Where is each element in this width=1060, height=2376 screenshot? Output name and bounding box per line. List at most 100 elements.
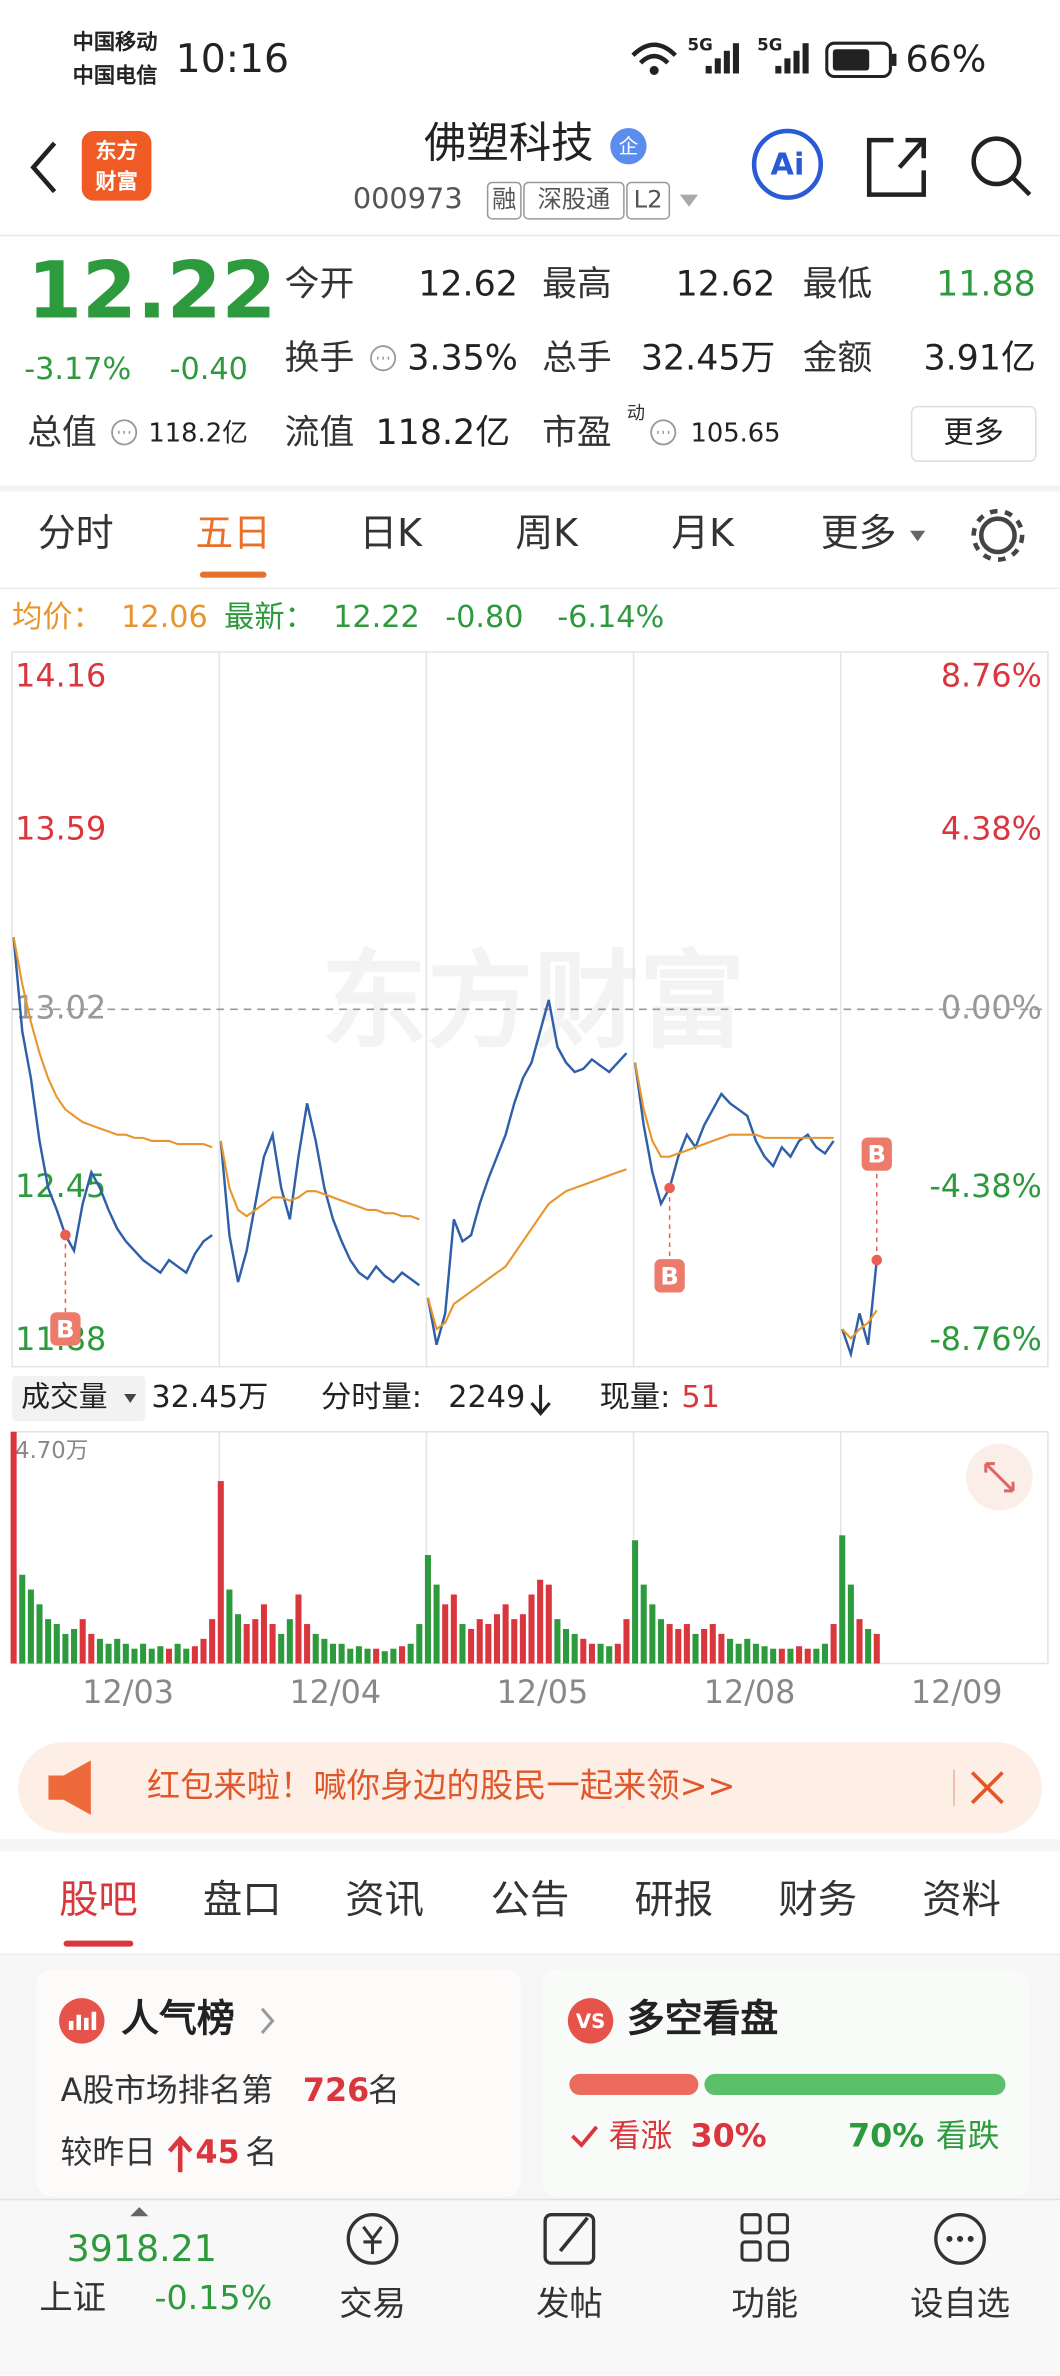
nav-label[interactable]: 功能 xyxy=(731,2284,798,2323)
volume-bar xyxy=(433,1584,440,1664)
search-button[interactable] xyxy=(971,136,1022,187)
sentiment-bar xyxy=(704,2073,1006,2096)
volume-bar xyxy=(200,1638,207,1664)
carrier: 中国电信 xyxy=(73,63,158,88)
nav-label[interactable]: 发帖 xyxy=(536,2284,603,2323)
volume-bar xyxy=(19,1574,26,1664)
settings-button[interactable] xyxy=(978,516,1017,555)
field-value: 118.2亿 xyxy=(376,413,510,453)
volume-bar xyxy=(209,1619,216,1664)
now-volume-label: 现量: xyxy=(600,1380,671,1415)
chart-tab[interactable]: 日K xyxy=(359,511,423,555)
marker-box xyxy=(861,1137,892,1171)
tab[interactable]: 资料 xyxy=(922,1877,1001,1923)
volume-bar xyxy=(718,1633,725,1664)
volume-bar xyxy=(770,1648,777,1664)
tab[interactable]: 资讯 xyxy=(345,1877,424,1923)
y2-tick-label: 0.00% xyxy=(941,989,1042,1026)
chart-tab[interactable]: 五日 xyxy=(195,511,271,555)
expand-icon xyxy=(984,1462,1015,1493)
volume-bar xyxy=(96,1638,103,1664)
badge xyxy=(610,128,647,165)
x-tick-label: 12/08 xyxy=(704,1674,796,1711)
card-icon xyxy=(68,2011,97,2030)
nav-icon xyxy=(543,2213,596,2265)
volume-bar xyxy=(390,1648,397,1664)
close-button[interactable] xyxy=(970,1771,1004,1805)
dropdown[interactable] xyxy=(679,194,699,207)
volume-bar xyxy=(519,1614,526,1664)
signal-bar xyxy=(723,50,730,74)
tab[interactable]: 股吧 xyxy=(59,1877,138,1923)
banner[interactable] xyxy=(18,1742,1042,1834)
battery-icon xyxy=(825,41,892,79)
bull-label: 看涨 xyxy=(609,2117,673,2154)
card-icon xyxy=(567,1998,614,2044)
ai-button[interactable] xyxy=(751,128,824,200)
volume-bar xyxy=(468,1628,475,1664)
volume-bar xyxy=(502,1604,509,1664)
logo xyxy=(81,131,152,201)
back-button[interactable] xyxy=(30,141,57,194)
tab[interactable]: 公告 xyxy=(491,1877,570,1923)
signal-bar xyxy=(793,50,800,74)
volume-bar xyxy=(571,1633,578,1664)
tag-text: 融 xyxy=(492,186,516,214)
chart-tab[interactable]: 周K xyxy=(515,511,579,555)
nav-icon xyxy=(740,2213,762,2235)
volume-bar xyxy=(321,1638,328,1664)
volume-bar xyxy=(10,1431,17,1664)
card-text: 名 xyxy=(245,2134,277,2171)
volume-bar xyxy=(657,1619,665,1664)
y-tick-label: 13.02 xyxy=(15,989,106,1026)
volume-bar xyxy=(424,1555,431,1664)
volume-bar xyxy=(442,1604,449,1664)
marker-text: B xyxy=(660,1262,678,1290)
more-button[interactable] xyxy=(910,405,1037,462)
bottom-nav xyxy=(0,2199,1060,2376)
volume-bar xyxy=(105,1643,112,1664)
volume-bar xyxy=(381,1651,388,1664)
tab[interactable]: 盘口 xyxy=(203,1877,282,1923)
volume-bar xyxy=(260,1604,267,1664)
average-line xyxy=(12,937,878,1341)
volume-bar xyxy=(614,1643,621,1664)
volume-bar xyxy=(304,1624,311,1664)
volume-bar xyxy=(623,1619,630,1664)
volume-bar xyxy=(286,1619,293,1664)
chart-tab[interactable]: 月K xyxy=(671,511,735,555)
field-label: 总值 xyxy=(27,413,97,453)
chart-tab[interactable]: 分时 xyxy=(38,511,114,555)
card[interactable] xyxy=(36,1969,521,2197)
carrier: 中国移动 xyxy=(73,29,158,54)
tab[interactable]: 研报 xyxy=(634,1877,713,1923)
price-line xyxy=(12,937,878,1359)
card-text: 较昨日 xyxy=(61,2134,156,2171)
volume-bar xyxy=(27,1589,34,1664)
volume-bar xyxy=(217,1481,224,1664)
nav-label[interactable]: 交易 xyxy=(339,2284,406,2323)
volume-bar xyxy=(373,1648,380,1664)
watermark: 东方财富 xyxy=(321,940,745,1063)
tab-underline xyxy=(199,571,267,578)
nav-label[interactable]: 设自选 xyxy=(910,2284,1010,2323)
volume-bar xyxy=(744,1638,751,1664)
volume-bar xyxy=(226,1589,233,1664)
volume-bar xyxy=(399,1646,406,1664)
volume-bar xyxy=(761,1646,768,1664)
nav-icon xyxy=(558,2216,589,2253)
share-button[interactable] xyxy=(866,137,926,197)
volume-bar xyxy=(830,1624,837,1664)
volume-selector[interactable] xyxy=(12,1375,146,1422)
battery-text: 66% xyxy=(906,37,987,80)
volume-bar xyxy=(157,1646,164,1664)
nav-icon xyxy=(934,2213,986,2265)
sentiment-bar xyxy=(569,2073,699,2096)
volume-bar xyxy=(813,1648,820,1664)
volume-bar xyxy=(588,1643,595,1664)
chart-tab[interactable]: 更多 xyxy=(821,511,897,555)
dropdown xyxy=(124,1393,137,1404)
tab[interactable]: 财务 xyxy=(778,1877,857,1923)
legend-value: 12.22 xyxy=(333,600,420,635)
nav-icon xyxy=(767,2213,789,2235)
